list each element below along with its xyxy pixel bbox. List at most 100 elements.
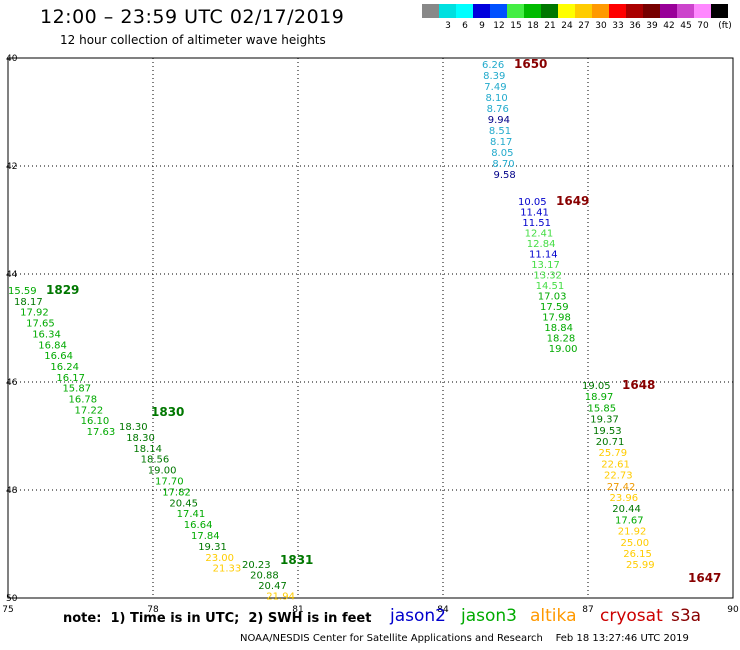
wave-height-label: 20.45 bbox=[169, 498, 198, 509]
wave-height-label: 13.17 bbox=[531, 260, 560, 271]
wave-height-label: 18.56 bbox=[141, 455, 170, 466]
wave-height-label: 18.17 bbox=[14, 297, 43, 308]
wave-height-label: 17.70 bbox=[155, 477, 184, 488]
legend-swatch bbox=[490, 4, 507, 18]
x-tick-label: 87 bbox=[582, 605, 593, 615]
wave-height-label: 16.24 bbox=[50, 362, 79, 373]
wave-height-label: 8.10 bbox=[485, 93, 507, 104]
wave-height-label: 11.51 bbox=[522, 218, 551, 229]
wave-height-label: 17.82 bbox=[162, 487, 191, 498]
legend-label: 33 bbox=[612, 21, 624, 31]
wave-height-label: 20.88 bbox=[250, 571, 279, 582]
legend-label: 45 bbox=[680, 21, 692, 31]
wave-height-label: 12.84 bbox=[527, 239, 556, 250]
legend-swatch bbox=[541, 4, 558, 18]
pass-time-label: 1647 bbox=[688, 571, 721, 585]
wave-height-label: 13.32 bbox=[533, 271, 562, 282]
map-subtitle: 12 hour collection of altimeter wave hei… bbox=[60, 33, 326, 47]
satellite-name: jason2 bbox=[390, 606, 446, 626]
legend-swatch bbox=[592, 4, 609, 18]
wave-height-label: 8.70 bbox=[492, 159, 514, 170]
legend-label: 30 bbox=[595, 21, 607, 31]
wave-height-label: 16.64 bbox=[44, 351, 73, 362]
wave-height-label: 21.33 bbox=[213, 564, 242, 575]
wave-height-label: 17.65 bbox=[26, 319, 55, 330]
wave-height-label: 19.05 bbox=[582, 381, 611, 392]
y-tick-label: 40 bbox=[6, 54, 18, 64]
legend-swatch bbox=[677, 4, 694, 18]
wave-height-label: 22.73 bbox=[604, 471, 633, 482]
wave-height-label: 23.96 bbox=[610, 493, 639, 504]
wave-height-label: 18.30 bbox=[119, 422, 148, 433]
wave-height-label: 8.05 bbox=[491, 148, 513, 159]
legend-label: 21 bbox=[544, 21, 556, 31]
pass-time-label: 1830 bbox=[151, 405, 184, 419]
x-tick-label: 84 bbox=[437, 605, 449, 615]
legend-label: 6 bbox=[462, 21, 468, 31]
legend-unit: (ft) bbox=[718, 21, 732, 31]
legend-label: 39 bbox=[646, 21, 658, 31]
wave-height-label: 17.67 bbox=[615, 515, 644, 526]
wave-height-label: 16.64 bbox=[184, 520, 213, 531]
satellite-name: cryosat bbox=[600, 606, 663, 626]
credit-line: NOAA/NESDIS Center for Satellite Applica… bbox=[240, 633, 689, 644]
pass-time-label: 1649 bbox=[556, 194, 589, 208]
wave-height-label: 8.76 bbox=[487, 104, 509, 115]
y-tick-label: 48 bbox=[6, 486, 18, 496]
legend-swatch bbox=[439, 4, 456, 18]
wave-height-label: 20.44 bbox=[612, 504, 641, 515]
wave-height-label: 22.61 bbox=[601, 459, 630, 470]
wave-height-label: 20.71 bbox=[596, 437, 625, 448]
wave-height-label: 12.41 bbox=[525, 229, 554, 240]
y-tick-label: 42 bbox=[6, 162, 17, 172]
legend-label: 9 bbox=[479, 21, 485, 31]
satellite-name: s3a bbox=[671, 606, 702, 626]
pass-time-label: 1829 bbox=[46, 283, 79, 297]
pass-time-label: 1648 bbox=[622, 378, 655, 392]
pass-time-label: 1831 bbox=[280, 553, 313, 567]
legend-swatch bbox=[473, 4, 490, 18]
wave-height-label: 23.00 bbox=[205, 553, 234, 564]
wave-height-label: 16.78 bbox=[69, 395, 98, 406]
wave-height-label: 27.42 bbox=[607, 482, 636, 493]
legend-swatch bbox=[524, 4, 541, 18]
wave-height-label: 20.47 bbox=[258, 581, 287, 592]
legend-label: 15 bbox=[510, 21, 522, 31]
legend-label: 12 bbox=[493, 21, 505, 31]
legend-label: 24 bbox=[561, 21, 573, 31]
wave-height-label: 19.53 bbox=[593, 426, 622, 437]
wave-height-label: 20.23 bbox=[242, 560, 271, 571]
footer-note: note: 1) Time is in UTC; 2) SWH is in fe… bbox=[63, 611, 372, 626]
satellite-name: jason3 bbox=[461, 606, 517, 626]
wave-height-label: 26.15 bbox=[623, 549, 652, 560]
wave-height-label: 25.00 bbox=[621, 538, 650, 549]
wave-height-label: 11.14 bbox=[529, 250, 558, 261]
legend-swatch bbox=[660, 4, 677, 18]
wave-height-label: 6.26 bbox=[482, 60, 504, 71]
x-tick-label: 90 bbox=[727, 605, 739, 615]
map-frame bbox=[7, 57, 734, 599]
wave-height-label: 9.94 bbox=[488, 115, 510, 126]
wave-height-label: 8.17 bbox=[490, 137, 512, 148]
wave-height-label: 7.49 bbox=[484, 82, 506, 93]
wave-height-label: 15.87 bbox=[62, 384, 91, 395]
legend-label: 42 bbox=[663, 21, 675, 31]
wave-height-label: 16.10 bbox=[81, 416, 110, 427]
wave-height-label: 10.05 bbox=[518, 197, 547, 208]
wave-height-label: 8.39 bbox=[483, 71, 505, 82]
wave-height-label: 17.59 bbox=[540, 302, 569, 313]
wave-height-label: 17.92 bbox=[20, 308, 49, 319]
legend-label: 18 bbox=[527, 21, 539, 31]
x-tick-label: 78 bbox=[147, 605, 159, 615]
wave-height-label: 17.41 bbox=[177, 509, 206, 520]
wave-height-label: 17.22 bbox=[75, 405, 104, 416]
legend-swatch bbox=[422, 4, 439, 18]
wave-height-label: 16.17 bbox=[56, 373, 85, 384]
legend-swatch bbox=[507, 4, 524, 18]
wave-height-label: 21.94 bbox=[266, 592, 295, 603]
satellite-name: altika bbox=[530, 606, 577, 626]
legend-swatch bbox=[626, 4, 643, 18]
wave-height-label: 8.51 bbox=[489, 126, 511, 137]
y-tick-label: 46 bbox=[6, 378, 18, 388]
